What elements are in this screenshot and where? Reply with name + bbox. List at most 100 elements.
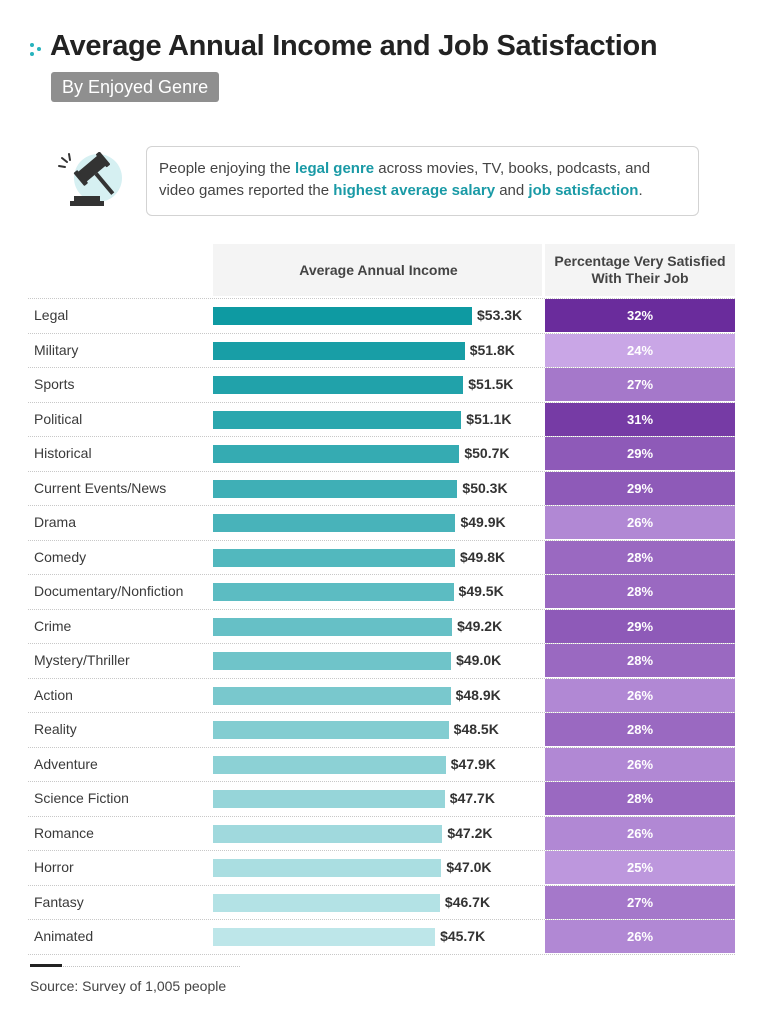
genre-label: Legal (34, 307, 69, 323)
callout-highlight-legal: legal genre (294, 160, 375, 177)
income-bar (213, 928, 436, 946)
income-value-label: $49.9K (460, 514, 506, 530)
income-bar (213, 893, 440, 912)
genre-label: Fantasy (34, 893, 84, 910)
satisfaction-cell: 26% (545, 920, 735, 953)
genre-label: Drama (34, 514, 77, 530)
income-value-label: $50.7K (464, 445, 510, 461)
chart-title: Average Annual Income and Job Satisfacti… (50, 30, 658, 62)
income-value-label: $47.2K (447, 824, 493, 841)
table-row: Fantasy $46.7K 27% (28, 885, 735, 920)
satisfaction-cell: 29% (545, 471, 735, 505)
satisfaction-column-label: Percentage Very Satisfied With Their Job (554, 253, 726, 286)
income-column-header: Average Annual Income (213, 244, 542, 296)
source-divider (30, 966, 240, 967)
satisfaction-cell: 26% (545, 747, 735, 781)
genre-label: Military (34, 341, 79, 358)
satisfaction-cell: 25% (545, 851, 735, 884)
income-value-label: $53.3K (477, 307, 523, 323)
satisfaction-cell: 29% (545, 609, 735, 643)
income-value-label: $49.5K (458, 583, 504, 599)
genre-label: Animated (34, 928, 94, 944)
income-bar (213, 652, 452, 670)
table-row: Animated $45.7K 26% (28, 920, 735, 955)
income-value-label: $45.7K (440, 928, 486, 944)
table-row: Science Fiction $47.7K 28% (28, 782, 735, 817)
satisfaction-cell: 32% (545, 299, 735, 332)
genre-label: Historical (34, 445, 92, 461)
satisfaction-cell: 26% (545, 816, 735, 850)
genre-label: Action (34, 686, 73, 703)
table-row: Military $51.8K 24% (28, 333, 735, 368)
satisfaction-cell: 28% (545, 713, 735, 746)
income-bar (213, 755, 446, 774)
satisfaction-cell: 29% (545, 437, 735, 470)
income-value-label: $51.1K (466, 410, 512, 427)
satisfaction-cell: 27% (545, 368, 735, 401)
callout-highlight-satisfaction: job satisfaction (528, 182, 639, 199)
table-row: Adventure $47.9K 26% (28, 747, 735, 782)
table-row: Drama $49.9K 26% (28, 506, 735, 541)
table-row: Political $51.1K 31% (28, 402, 735, 437)
income-value-label: $50.3K (462, 479, 508, 496)
satisfaction-cell: 27% (545, 885, 735, 919)
satisfaction-cell: 26% (545, 678, 735, 712)
income-bar (213, 548, 455, 567)
table-row: Legal $53.3K 32% (28, 298, 735, 334)
income-value-label: $49.8K (459, 548, 506, 565)
callout-highlight-salary: highest average salary (333, 182, 496, 199)
chart-rows: Legal $53.3K 32% Military $51.8K 24% Sports $51… (28, 298, 735, 955)
genre-label: Mystery/Thriller (34, 652, 130, 668)
income-value-label: $49.0K (456, 652, 502, 668)
income-bar (213, 617, 453, 636)
income-bar (213, 790, 445, 808)
income-bar (213, 514, 456, 532)
gavel-icon (58, 152, 122, 206)
income-value-label: $47.9K (450, 755, 496, 772)
genre-label: Sports (34, 376, 75, 392)
genre-label: Romance (34, 824, 94, 841)
income-bar (213, 583, 454, 601)
income-value-label: $47.0K (446, 859, 492, 875)
income-bar (213, 341, 465, 360)
genre-label: Science Fiction (34, 790, 129, 806)
genre-label: Adventure (34, 755, 98, 772)
income-value-label: $46.7K (444, 893, 491, 910)
genre-label: Current Events/News (34, 479, 167, 496)
table-row: Historical $50.7K 29% (28, 437, 735, 472)
income-value-label: $51.8K (469, 341, 515, 358)
income-value-label: $47.7K (449, 790, 495, 806)
source-divider-mark (30, 964, 62, 967)
genre-label: Comedy (34, 548, 87, 565)
income-bar (213, 686, 451, 705)
satisfaction-cell: 31% (545, 402, 735, 436)
table-row: Romance $47.2K 26% (28, 816, 735, 851)
satisfaction-cell: 28% (545, 540, 735, 574)
income-value-label: $48.5K (453, 721, 499, 737)
income-bar (213, 859, 442, 877)
income-bar (213, 307, 472, 325)
income-bar (213, 721, 449, 739)
table-row: Reality $48.5K 28% (28, 713, 735, 748)
title-dots-icon (30, 42, 44, 58)
chart-subtitle: By Enjoyed Genre (51, 72, 220, 102)
genre-label: Horror (34, 859, 74, 875)
satisfaction-cell: 28% (545, 782, 735, 815)
income-bar (213, 410, 462, 429)
income-bar (213, 376, 464, 394)
callout-box: People enjoying the legal genre across m… (146, 146, 699, 216)
source-note: Source: Survey of 1,005 people (30, 978, 227, 994)
table-row: Action $48.9K 26% (28, 678, 735, 713)
table-row: Horror $47.0K 25% (28, 851, 735, 886)
satisfaction-cell: 28% (545, 644, 735, 677)
table-row: Documentary/Nonfiction $49.5K 28% (28, 575, 735, 610)
income-column-label: Average Annual Income (299, 261, 458, 278)
satisfaction-cell: 28% (545, 575, 735, 608)
callout-text-2: across movies, TV, books, podcasts, and … (159, 160, 651, 199)
satisfaction-column-header: Percentage Very Satisfied With Their Job (545, 244, 735, 296)
genre-label: Reality (34, 721, 77, 737)
income-value-label: $51.5K (468, 376, 514, 392)
table-row: Comedy $49.8K 28% (28, 540, 735, 575)
callout-text-3: and (495, 182, 529, 199)
table-row: Current Events/News $50.3K 29% (28, 471, 735, 506)
